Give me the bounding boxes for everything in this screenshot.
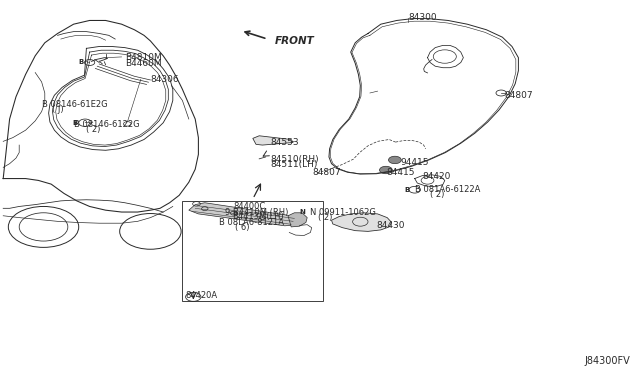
Text: 94415: 94415	[401, 158, 429, 167]
Text: 84400C: 84400C	[234, 202, 266, 211]
Text: B 08146-61E2G: B 08146-61E2G	[42, 100, 108, 109]
Text: 84306: 84306	[150, 75, 179, 84]
Text: ( 6): ( 6)	[235, 223, 250, 232]
Circle shape	[380, 166, 392, 174]
Text: B 08LA6-8121A: B 08LA6-8121A	[219, 218, 284, 227]
Text: 84553: 84553	[270, 138, 299, 147]
Text: 84420: 84420	[422, 172, 451, 181]
Text: N: N	[299, 209, 305, 215]
Text: B: B	[404, 187, 410, 193]
Text: 84415: 84415	[387, 168, 415, 177]
Text: 84807: 84807	[312, 169, 341, 177]
Polygon shape	[332, 213, 392, 231]
Text: B 08146-6122G: B 08146-6122G	[74, 120, 140, 129]
Text: ( 2): ( 2)	[318, 214, 332, 222]
Text: N 09911-1062G: N 09911-1062G	[310, 208, 376, 217]
Text: 9 B4410M (RH): 9 B4410M (RH)	[225, 208, 289, 217]
Polygon shape	[288, 213, 307, 227]
Text: J84300FV: J84300FV	[585, 356, 630, 366]
Text: 84807: 84807	[504, 92, 533, 100]
Text: ( 2): ( 2)	[430, 190, 444, 199]
Text: 84511(LH): 84511(LH)	[270, 160, 317, 169]
Text: FRONT: FRONT	[275, 36, 315, 46]
Circle shape	[388, 156, 401, 164]
Text: B4460M: B4460M	[125, 59, 161, 68]
Text: B4413M(LH): B4413M(LH)	[232, 212, 284, 221]
Text: 84430: 84430	[376, 221, 405, 230]
Text: B: B	[79, 60, 84, 65]
Text: 84420A: 84420A	[186, 291, 218, 300]
Text: B 081A6-6122A: B 081A6-6122A	[415, 185, 480, 194]
Bar	[182, 201, 323, 301]
Text: 84510(RH): 84510(RH)	[270, 155, 319, 164]
Text: ( J): ( J)	[52, 105, 64, 114]
Text: ( 2): ( 2)	[86, 125, 100, 134]
Text: 84300: 84300	[408, 13, 437, 22]
Polygon shape	[189, 203, 298, 226]
Text: B: B	[72, 120, 77, 126]
Text: B4810M: B4810M	[125, 53, 161, 62]
Polygon shape	[253, 136, 293, 145]
